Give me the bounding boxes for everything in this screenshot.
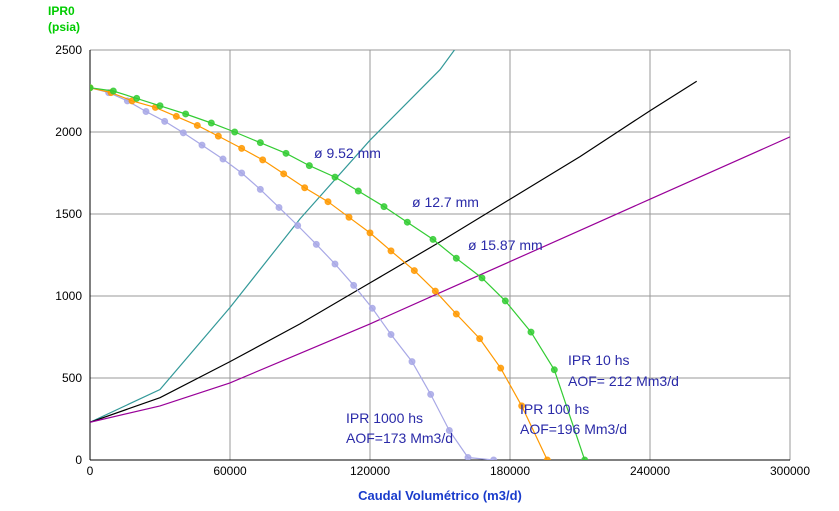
data-point <box>280 170 288 178</box>
series-line <box>90 87 494 460</box>
data-point <box>550 366 558 374</box>
data-point <box>156 102 164 110</box>
y-tick-label: 1500 <box>55 207 82 221</box>
data-point <box>452 310 460 318</box>
data-point <box>256 139 264 147</box>
y-tick-label: 0 <box>75 453 82 467</box>
data-point <box>581 456 589 460</box>
data-point <box>142 108 150 115</box>
data-point <box>324 198 332 206</box>
series-line <box>90 136 790 423</box>
x-tick-label: 300000 <box>770 464 810 478</box>
data-point <box>331 260 339 268</box>
data-point <box>368 304 376 312</box>
x-tick-label: 120000 <box>350 464 390 478</box>
data-point <box>331 173 339 181</box>
data-point <box>478 274 486 282</box>
data-point <box>294 221 302 229</box>
data-point <box>543 456 551 460</box>
data-point <box>380 203 388 211</box>
y-axis-label-line2: (psia) <box>48 20 80 34</box>
data-point <box>259 156 267 164</box>
y-tick-label: 2000 <box>55 125 82 139</box>
data-point <box>231 128 239 136</box>
data-point <box>301 184 309 192</box>
axes <box>89 50 790 461</box>
data-point <box>527 328 535 336</box>
label-choke-12-7: ø 12.7 mm <box>412 194 479 210</box>
y-tick-label: 2500 <box>55 43 82 57</box>
data-point <box>238 169 246 177</box>
series-line <box>90 87 548 460</box>
grid <box>90 49 791 460</box>
data-point <box>354 187 362 195</box>
data-point <box>387 331 395 339</box>
data-point <box>198 141 206 149</box>
label-ipr-10-aof: AOF= 212 Mm3/d <box>568 373 679 389</box>
data-point <box>445 426 453 434</box>
x-axis-label: Caudal Volumétrico (m3/d) <box>358 488 522 503</box>
data-point <box>490 456 498 460</box>
x-tick-label: 0 <box>87 464 94 478</box>
label-ipr-100-aof: AOF=196 Mm3/d <box>520 421 627 437</box>
label-ipr-1000-title: IPR 1000 hs <box>346 410 423 426</box>
data-point <box>238 144 246 152</box>
series-layer <box>90 50 790 460</box>
data-point <box>214 132 222 140</box>
label-choke-15-87: ø 15.87 mm <box>468 237 543 253</box>
x-tick-label: 180000 <box>490 464 530 478</box>
data-point <box>431 287 439 295</box>
tick-labels: 0 60000 120000 180000 240000 300000 0 500 1000 15… <box>55 43 810 478</box>
data-point <box>366 229 374 237</box>
data-point <box>282 149 290 157</box>
data-point <box>452 254 460 262</box>
y-tick-label: 1000 <box>55 289 82 303</box>
data-point <box>408 358 416 366</box>
data-point <box>497 364 505 372</box>
y-tick-label: 500 <box>62 371 82 385</box>
data-point <box>172 112 180 120</box>
label-ipr-100-title: IPR 100 hs <box>520 401 589 417</box>
data-point <box>207 119 215 127</box>
data-point <box>90 84 94 92</box>
x-tick-label: 60000 <box>213 464 247 478</box>
data-point <box>518 402 526 410</box>
data-point <box>501 297 509 305</box>
data-point <box>109 87 117 95</box>
series-line <box>90 50 456 423</box>
data-point <box>387 247 395 255</box>
data-point <box>410 267 418 275</box>
data-point <box>305 162 313 170</box>
label-choke-9-52: ø 9.52 mm <box>314 145 381 161</box>
data-point <box>193 121 201 129</box>
data-point <box>312 240 320 248</box>
data-point <box>429 235 437 243</box>
data-point <box>427 390 435 398</box>
label-ipr-10-title: IPR 10 hs <box>568 352 629 368</box>
data-point <box>179 129 187 137</box>
data-point <box>161 117 169 125</box>
data-point <box>476 335 484 343</box>
label-ipr-1000-aof: AOF=173 Mm3/d <box>346 430 453 446</box>
data-point <box>256 185 264 193</box>
y-axis-label-line1: IPR0 <box>48 4 75 18</box>
data-point <box>133 94 141 102</box>
data-point <box>182 110 190 118</box>
data-point <box>464 454 472 460</box>
x-tick-label: 240000 <box>630 464 670 478</box>
data-point <box>350 281 358 289</box>
data-point <box>219 155 227 163</box>
data-point <box>275 203 283 211</box>
data-point <box>345 213 353 221</box>
data-point <box>403 218 411 226</box>
